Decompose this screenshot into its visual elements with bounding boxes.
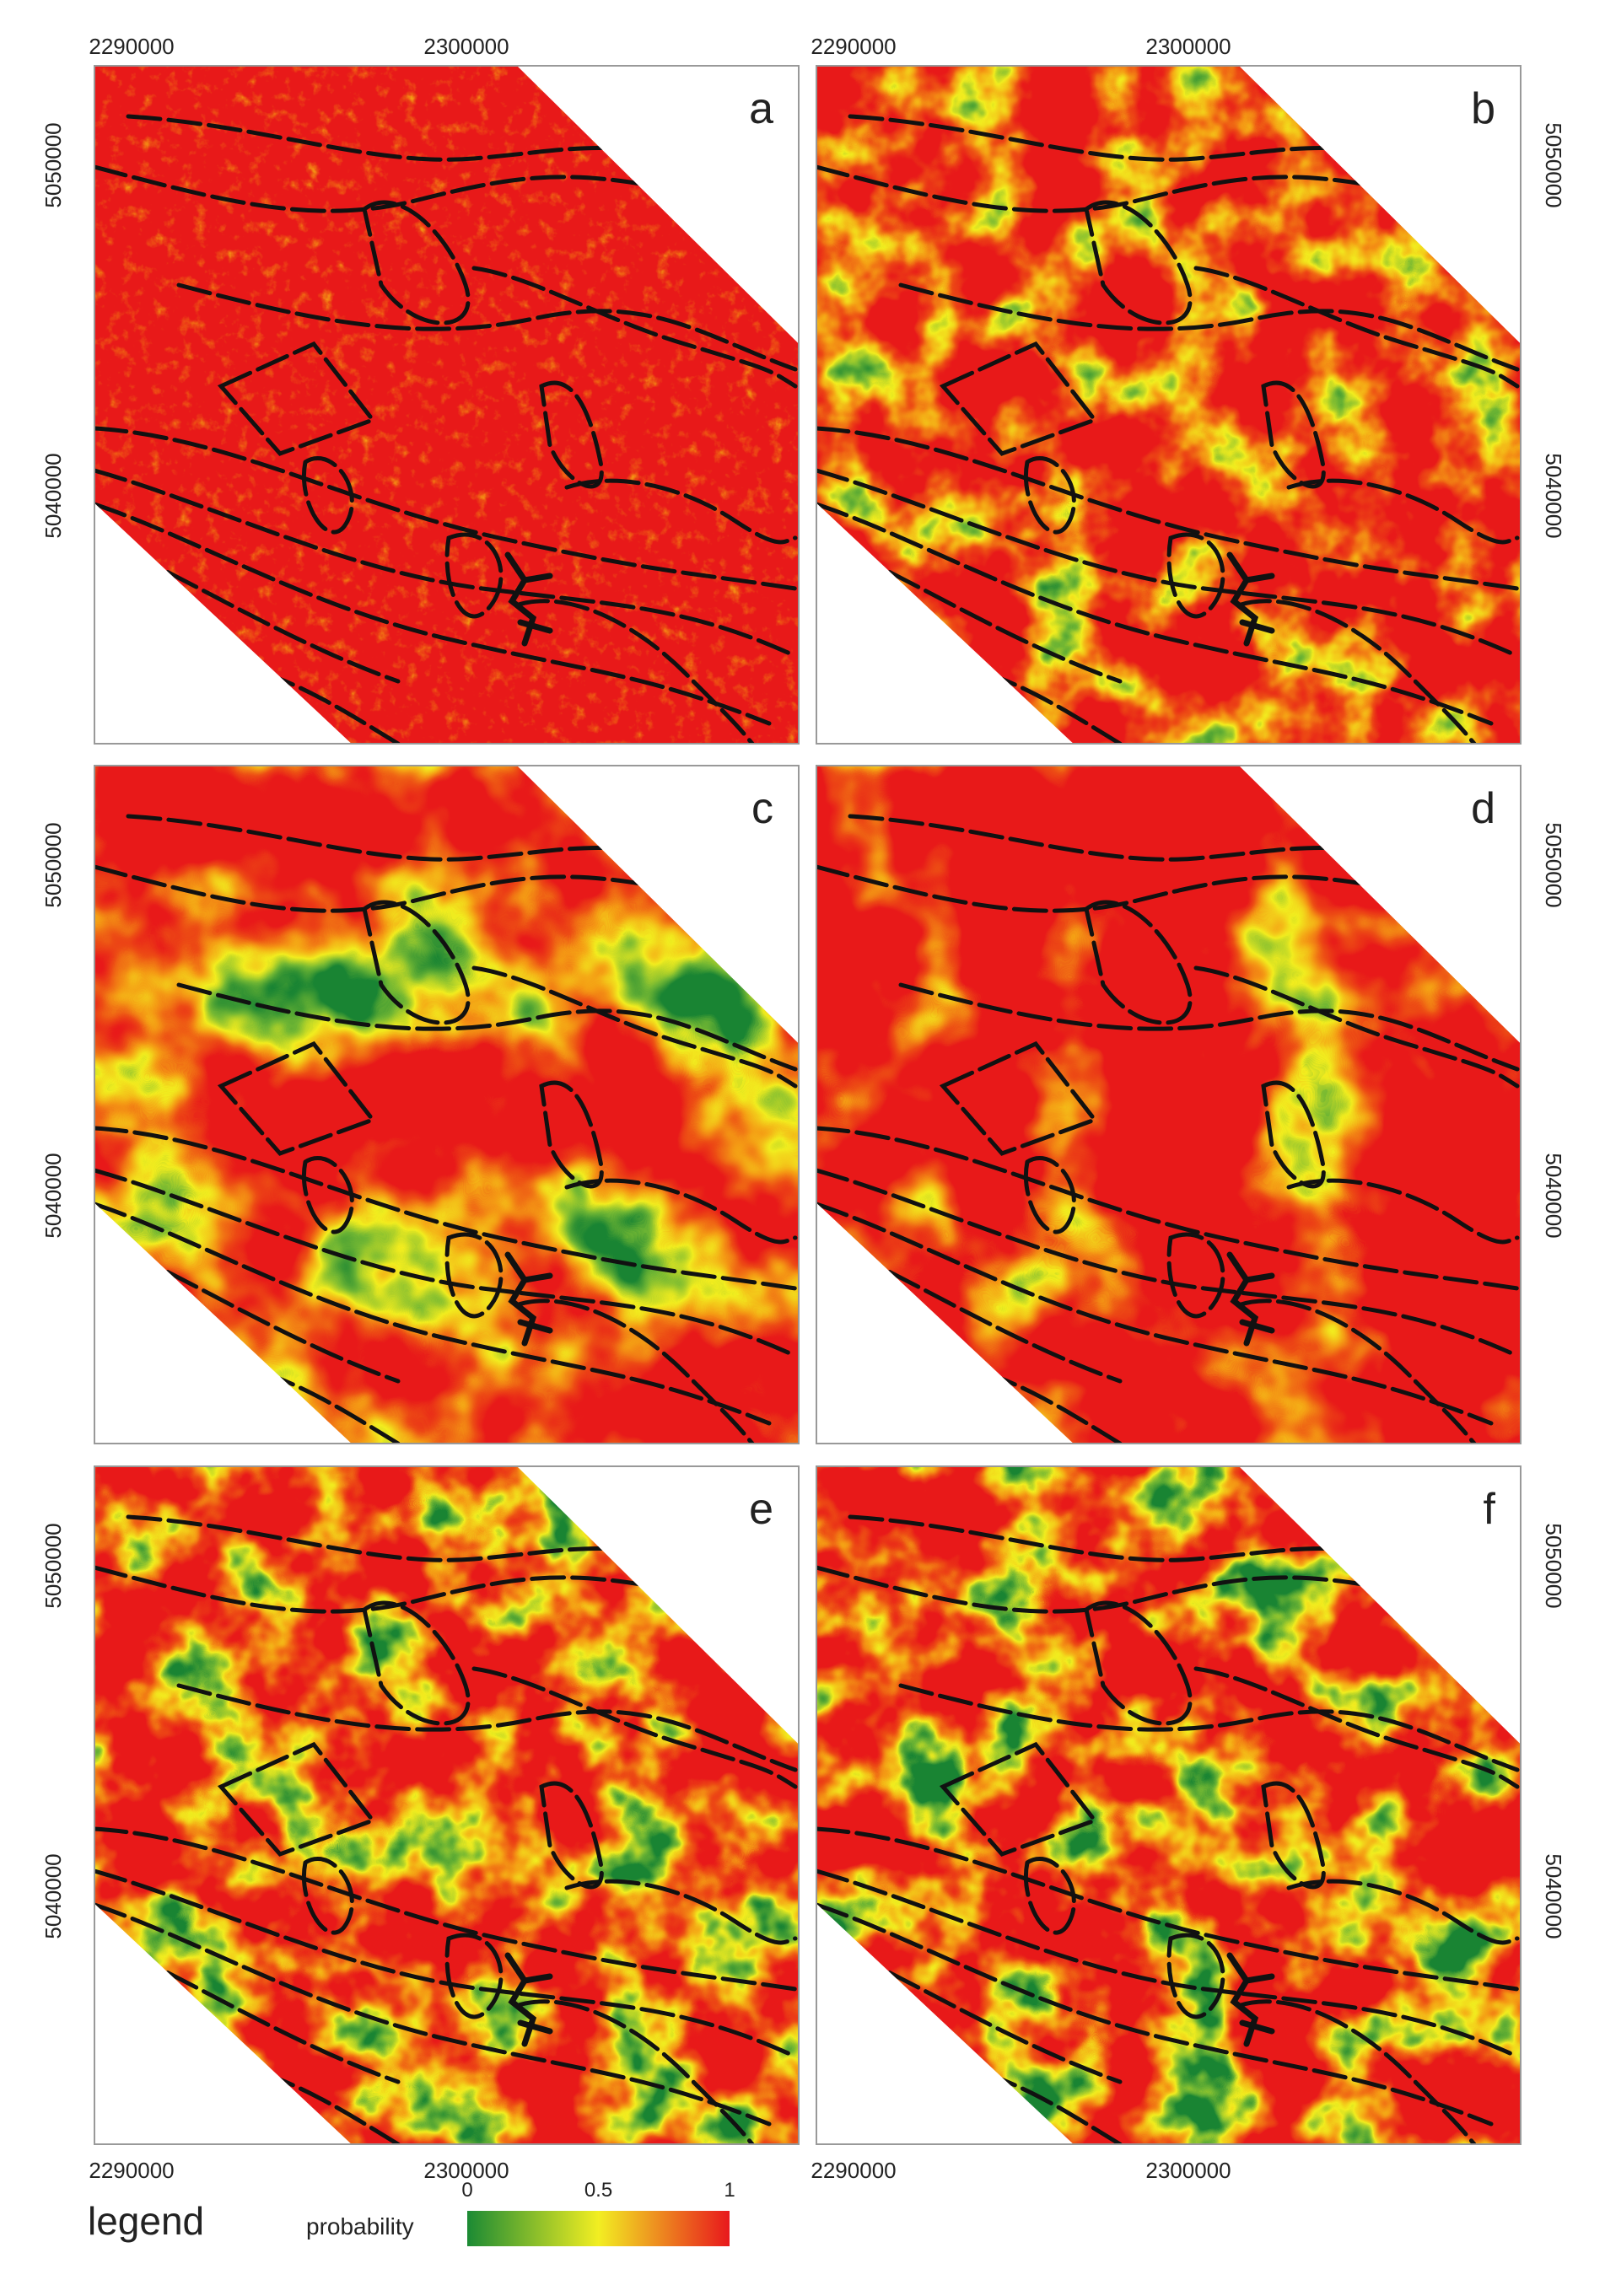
y-tick-label: 5050000	[1541, 122, 1566, 207]
legend-tick-label: 0.5	[584, 2179, 612, 2202]
probability-raster	[816, 66, 1521, 744]
panel-letter: b	[1471, 84, 1495, 133]
x-tick-label: 2290000	[89, 2158, 174, 2183]
y-tick-label: 5050000	[1541, 1523, 1566, 1608]
probability-raster	[94, 66, 799, 744]
map-panel: b 5050000 5040000 2290000 2300000	[811, 34, 1566, 745]
x-tick-label: 2290000	[89, 34, 174, 59]
map-panel: e 5050000 5040000 2290000 2300000	[40, 1465, 800, 2183]
x-tick-label: 2300000	[1145, 2158, 1231, 2183]
probability-raster	[816, 1466, 1521, 2144]
map-area	[816, 1466, 1521, 2144]
map-area	[816, 766, 1521, 1444]
legend-title: legend	[88, 2199, 204, 2243]
probability-raster	[816, 766, 1521, 1444]
probability-raster	[94, 766, 799, 1444]
panel-frame	[94, 765, 800, 1444]
y-tick-label: 5040000	[40, 453, 66, 538]
panel-frame	[816, 1465, 1522, 2145]
map-panel: f 5050000 5040000 2290000 2300000	[811, 1465, 1566, 2183]
panel-frame	[94, 1465, 800, 2145]
map-panel: c 5050000 5040000	[40, 765, 800, 1444]
map-panel: a 5050000 5040000 2290000 2300000	[40, 34, 800, 745]
y-tick-label: 5050000	[1541, 822, 1566, 907]
map-area	[94, 1466, 799, 2144]
probability-raster	[94, 1466, 799, 2144]
y-tick-label: 5040000	[1541, 1853, 1566, 1938]
map-area	[94, 766, 799, 1444]
y-tick-label: 5040000	[1541, 1153, 1566, 1238]
panel-frame	[816, 65, 1522, 745]
legend-tick-label: 1	[724, 2179, 735, 2202]
legend-label: probability	[306, 2213, 414, 2240]
panel-frame	[94, 65, 800, 745]
y-tick-label: 5050000	[40, 822, 66, 907]
x-tick-label: 2300000	[423, 2158, 509, 2183]
y-tick-label: 5040000	[40, 1853, 66, 1938]
panel-letter: a	[749, 84, 773, 133]
map-panel: d 5050000 5040000	[816, 765, 1566, 1444]
panel-letter: f	[1484, 1485, 1496, 1534]
y-tick-label: 5040000	[40, 1153, 66, 1238]
y-tick-label: 5040000	[1541, 453, 1566, 538]
panels: a 5050000 5040000 2290000 2300000 b 5050000 504…	[40, 34, 1566, 2183]
y-tick-label: 5050000	[40, 1523, 66, 1608]
map-area	[94, 66, 799, 744]
x-tick-label: 2300000	[1145, 34, 1231, 59]
x-tick-label: 2290000	[811, 34, 896, 59]
panel-letter: c	[751, 784, 773, 833]
legend-tick-label: 0	[461, 2179, 472, 2202]
panel-letter: d	[1471, 784, 1495, 833]
x-tick-label: 2290000	[811, 2158, 896, 2183]
panel-frame	[816, 765, 1522, 1444]
panel-letter: e	[749, 1485, 773, 1534]
map-area	[816, 66, 1521, 744]
legend: legend probability 0 0.5 1	[88, 2179, 735, 2246]
y-tick-label: 5050000	[40, 122, 66, 207]
colorbar	[467, 2211, 730, 2246]
x-tick-label: 2300000	[423, 34, 509, 59]
